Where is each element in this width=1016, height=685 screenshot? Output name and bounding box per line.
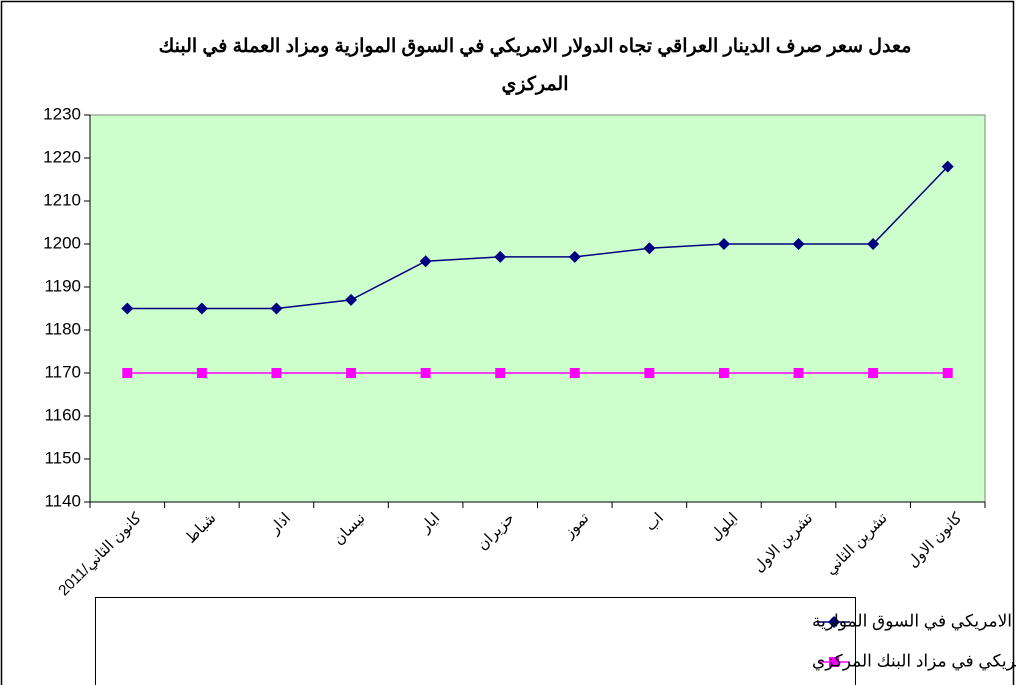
y-tick-label: 1210 bbox=[43, 190, 81, 209]
series-line bbox=[127, 166, 949, 310]
marker bbox=[195, 302, 208, 315]
y-tick-label: 1230 bbox=[43, 104, 81, 123]
chart-title: معدل سعر صرف الدينار العراقي تجاه الدولا… bbox=[158, 36, 912, 95]
marker bbox=[867, 238, 880, 250]
marker bbox=[792, 238, 805, 250]
marker bbox=[718, 368, 729, 378]
legend-box bbox=[95, 597, 856, 685]
legend-label: معدل سعر صرف الدينار العراقي تجاه الدولا… bbox=[812, 611, 1016, 631]
marker bbox=[569, 368, 580, 378]
marker bbox=[644, 368, 655, 378]
marker bbox=[942, 368, 953, 378]
legend-label: معدل سعر صرف الدينار العراقي تجاه الدولا… bbox=[812, 651, 1016, 671]
marker bbox=[419, 255, 432, 268]
marker bbox=[717, 238, 730, 250]
y-tick-label: 1140 bbox=[44, 491, 81, 510]
marker bbox=[941, 160, 954, 173]
marker bbox=[271, 368, 282, 378]
marker bbox=[121, 302, 134, 315]
y-tick-label: 1160 bbox=[44, 405, 81, 424]
marker bbox=[420, 368, 431, 378]
marker bbox=[793, 368, 804, 378]
marker bbox=[828, 616, 840, 628]
y-tick-label: 1190 bbox=[44, 276, 81, 295]
marker bbox=[829, 657, 839, 667]
y-tick-label: 1220 bbox=[43, 147, 81, 166]
y-tick-label: 1180 bbox=[44, 319, 81, 338]
marker bbox=[345, 293, 358, 306]
y-tick-label: 1200 bbox=[43, 233, 81, 252]
marker bbox=[494, 250, 507, 263]
y-tick-label: 1170 bbox=[44, 362, 81, 381]
marker bbox=[270, 302, 283, 315]
marker bbox=[568, 250, 581, 263]
marker bbox=[122, 368, 133, 378]
marker bbox=[346, 368, 357, 378]
marker bbox=[868, 368, 879, 378]
marker bbox=[495, 368, 506, 378]
marker bbox=[196, 368, 207, 378]
y-tick-label: 1150 bbox=[44, 448, 81, 467]
marker bbox=[643, 242, 656, 255]
